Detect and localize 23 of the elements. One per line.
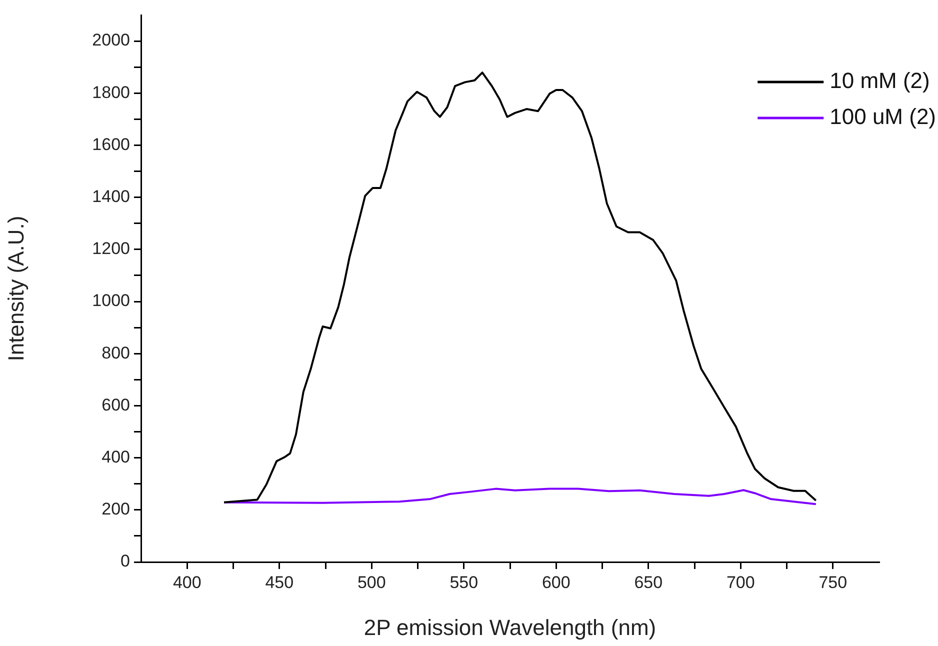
legend-label: 10 mM (2) [830, 68, 930, 94]
y-tick-label: 400 [102, 447, 130, 466]
y-axis-title: Intensity (A.U.) [3, 216, 28, 362]
y-tick-label: 1200 [92, 239, 130, 258]
x-tick-label: 750 [818, 572, 848, 592]
y-tick-label: 600 [102, 395, 130, 414]
y-tick-label: 800 [102, 343, 130, 362]
y-tick-label: 1000 [92, 291, 130, 310]
y-tick-label: 0 [120, 552, 130, 571]
x-tick-label: 650 [634, 572, 663, 592]
x-tick-label: 400 [172, 572, 202, 592]
legend-label: 100 uM (2) [830, 104, 936, 130]
y-tick-label: 1800 [92, 82, 130, 102]
x-axis-title: 2P emission Wavelength (nm) [364, 614, 656, 640]
x-tick-label: 550 [450, 572, 478, 592]
x-tick-label: 450 [265, 572, 294, 592]
y-tick-label: 1600 [92, 134, 130, 154]
y-tick-label: 200 [102, 500, 130, 519]
x-tick-label: 700 [726, 572, 755, 592]
y-tick-label: 1400 [92, 187, 130, 206]
x-tick-label: 600 [542, 572, 570, 592]
x-tick-label: 500 [357, 572, 386, 592]
y-tick-label: 2000 [92, 30, 130, 50]
